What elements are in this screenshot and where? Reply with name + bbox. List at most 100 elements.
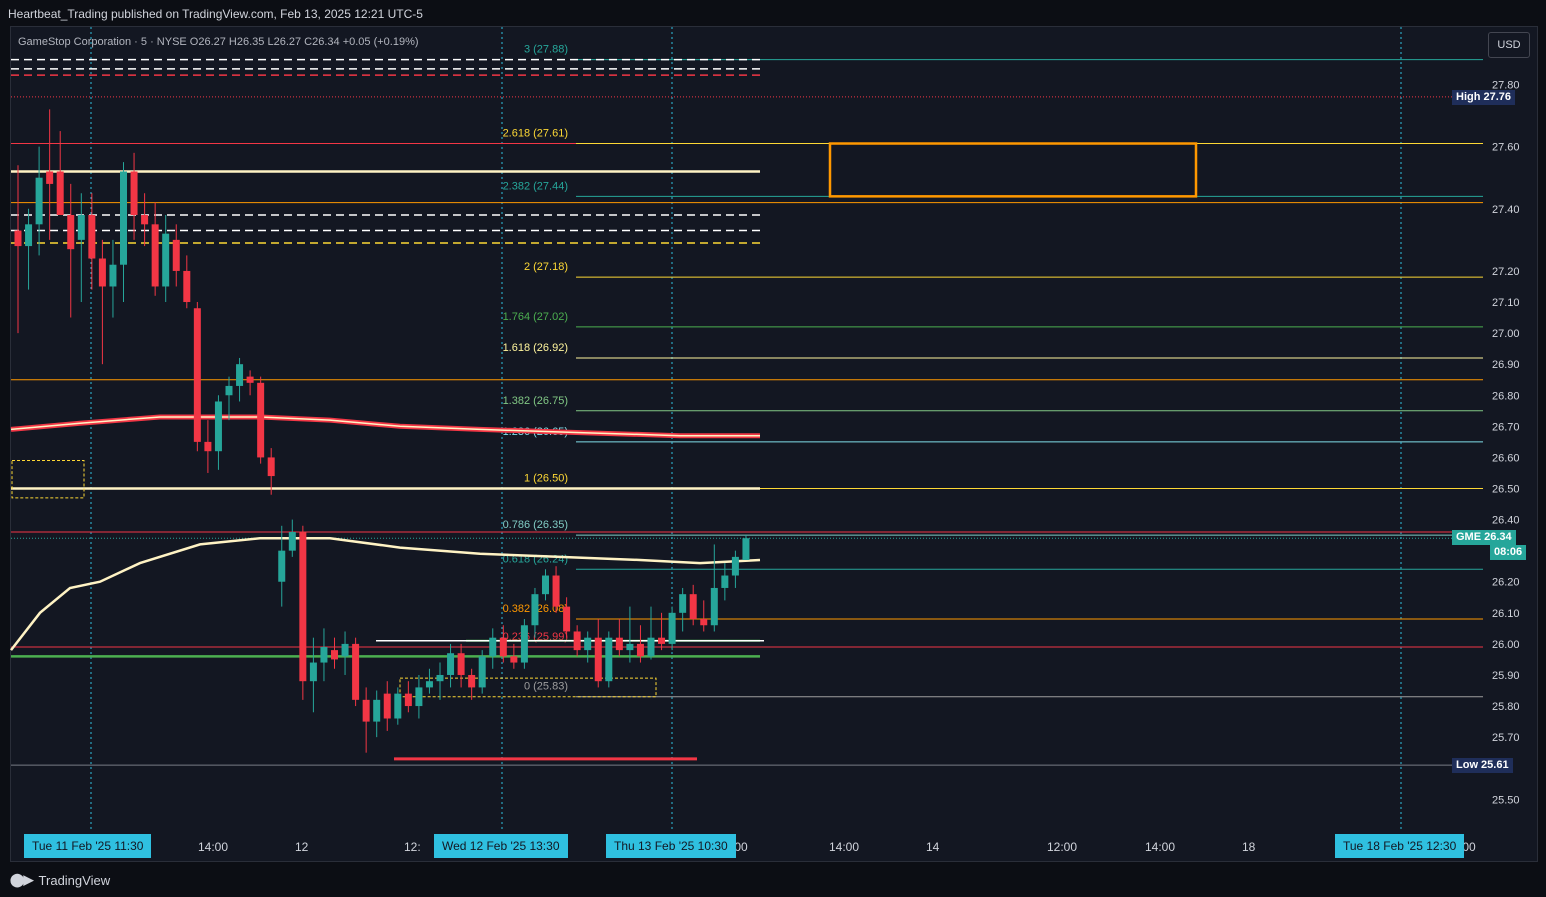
candle-67[interactable] — [721, 575, 729, 588]
fib-label-1: 2.618 (27.61) — [503, 128, 568, 140]
price-tick: 27.10 — [1492, 297, 1520, 309]
candle-4[interactable] — [56, 171, 64, 215]
fib-label-2: 2.382 (27.44) — [503, 180, 568, 192]
price-tick: 26.90 — [1492, 359, 1520, 371]
candle-47[interactable] — [510, 656, 518, 663]
time-tick: 12:00 — [1047, 840, 1078, 854]
candle-40[interactable] — [436, 674, 444, 682]
candle-46[interactable] — [499, 637, 507, 657]
candle-32[interactable] — [352, 643, 360, 700]
candle-8[interactable] — [98, 258, 106, 287]
candle-64[interactable] — [689, 594, 697, 620]
candle-17[interactable] — [193, 308, 201, 442]
moving-average-slow — [10, 416, 760, 437]
candle-30[interactable] — [331, 650, 338, 660]
candle-6[interactable] — [77, 214, 85, 240]
fib-label-8: 1 (26.50) — [524, 473, 568, 485]
candle-58[interactable] — [626, 643, 634, 651]
candle-34[interactable] — [373, 699, 381, 722]
candle-38[interactable] — [415, 687, 423, 707]
candle-45[interactable] — [489, 637, 497, 657]
candle-3[interactable] — [46, 171, 54, 184]
candle-22[interactable] — [246, 376, 254, 383]
candle-14[interactable] — [162, 233, 170, 287]
candle-20[interactable] — [225, 385, 233, 396]
candle-44[interactable] — [478, 656, 486, 688]
moving-average-fast — [10, 536, 761, 651]
candle-52[interactable] — [563, 606, 571, 632]
candle-21[interactable] — [236, 364, 244, 386]
candle-25[interactable] — [278, 550, 286, 582]
candle-16[interactable] — [183, 270, 191, 303]
candle-27[interactable] — [299, 532, 307, 682]
candle-48[interactable] — [520, 625, 528, 663]
time-tag-1: Wed 12 Feb '25 13:30 — [434, 834, 568, 858]
candle-42[interactable] — [457, 653, 465, 675]
candle-49[interactable] — [531, 594, 539, 626]
candle-35[interactable] — [383, 693, 391, 719]
candle-57[interactable] — [615, 637, 623, 651]
candle-37[interactable] — [404, 693, 412, 707]
price-tick: 27.80 — [1492, 79, 1520, 91]
price-tick: 26.50 — [1492, 484, 1520, 496]
time-tick: 18 — [1242, 840, 1256, 854]
candle-63[interactable] — [679, 594, 687, 613]
candle-9[interactable] — [109, 264, 117, 287]
candle-23[interactable] — [257, 382, 265, 458]
candle-29[interactable] — [320, 647, 328, 663]
candle-33[interactable] — [362, 699, 370, 722]
candle-54[interactable] — [584, 637, 592, 651]
candle-26[interactable] — [288, 532, 296, 551]
candle-11[interactable] — [130, 171, 138, 215]
candle-59[interactable] — [636, 643, 644, 657]
candle-2[interactable] — [35, 177, 43, 225]
candle-41[interactable] — [447, 653, 455, 675]
candle-28[interactable] — [309, 662, 317, 682]
candle-61[interactable] — [658, 637, 666, 644]
candle-18[interactable] — [204, 441, 212, 452]
candle-56[interactable] — [605, 637, 613, 682]
candle-7[interactable] — [88, 214, 96, 259]
candle-15[interactable] — [172, 239, 180, 271]
price-tick: 25.80 — [1492, 701, 1520, 713]
candle-5[interactable] — [67, 214, 75, 250]
candle-66[interactable] — [710, 587, 718, 626]
candle-55[interactable] — [594, 637, 602, 682]
price-tick: 27.20 — [1492, 266, 1520, 278]
fib-label-6: 1.382 (26.75) — [503, 395, 568, 407]
candle-10[interactable] — [120, 171, 127, 265]
candle-60[interactable] — [647, 637, 655, 657]
time-tick: 14:00 — [198, 840, 229, 854]
candle-13[interactable] — [151, 224, 159, 287]
candle-19[interactable] — [214, 401, 222, 452]
chart-pane[interactable] — [10, 26, 1538, 862]
candle-31[interactable] — [341, 643, 349, 657]
candle-39[interactable] — [425, 681, 433, 688]
price-tick: 25.50 — [1492, 794, 1520, 806]
candle-43[interactable] — [468, 674, 476, 688]
price-tick: 26.00 — [1492, 639, 1520, 651]
candle-62[interactable] — [668, 612, 676, 644]
candle-69[interactable] — [742, 538, 750, 560]
tradingview-logo[interactable]: ⬤▶ TradingView — [10, 872, 110, 888]
candle-50[interactable] — [542, 575, 549, 595]
candle-0[interactable] — [14, 230, 22, 247]
symbol-legend[interactable]: GameStop Corporation · 5 · NYSE O26.27 H… — [18, 36, 419, 48]
candle-68[interactable] — [731, 556, 739, 576]
tradingview-brand-text: TradingView — [38, 872, 111, 888]
candle-12[interactable] — [141, 214, 149, 225]
fib-label-3: 2 (27.18) — [524, 261, 568, 273]
fib-label-4: 1.764 (27.02) — [503, 311, 568, 323]
candle-24[interactable] — [267, 457, 275, 477]
price-tick: 27.60 — [1492, 142, 1520, 154]
candle-53[interactable] — [573, 631, 581, 651]
candle-36[interactable] — [394, 693, 402, 719]
currency-button[interactable]: USD — [1488, 32, 1530, 58]
target-zone-box[interactable] — [828, 142, 1198, 198]
candle-51[interactable] — [552, 575, 560, 607]
price-tick: 26.70 — [1492, 421, 1520, 433]
candle-1[interactable] — [25, 224, 33, 247]
candle-65[interactable] — [700, 619, 708, 626]
price-tick: 25.70 — [1492, 732, 1520, 744]
